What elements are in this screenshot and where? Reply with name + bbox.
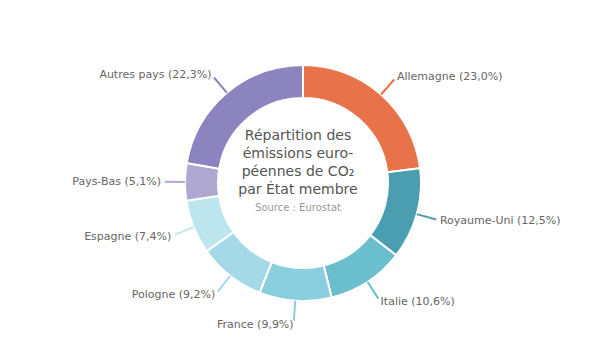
svg-text:Italie (10,6%): Italie (10,6%) xyxy=(381,295,455,308)
svg-text:Autres pays (22,3%): Autres pays (22,3%) xyxy=(99,68,211,81)
svg-text:Pologne (9,2%): Pologne (9,2%) xyxy=(132,288,216,301)
svg-text:Espagne (7,4%): Espagne (7,4%) xyxy=(84,230,171,243)
svg-text:Allemagne (23,0%): Allemagne (23,0%) xyxy=(397,70,503,83)
html-text:péennes de CO₂: péennes de CO₂ xyxy=(241,163,355,179)
html-text:par État membre: par État membre xyxy=(238,181,358,197)
html-text:émissions euro-: émissions euro- xyxy=(242,145,354,161)
html-text:Répartition des: Répartition des xyxy=(244,127,352,143)
svg-text:Royaume-Uni (12,5%): Royaume-Uni (12,5%) xyxy=(440,214,561,227)
html-text:Source : Eurostat: Source : Eurostat xyxy=(255,202,341,213)
svg-text:France (9,9%): France (9,9%) xyxy=(217,318,294,331)
svg-text:Pays-Bas (5,1%): Pays-Bas (5,1%) xyxy=(72,175,161,188)
